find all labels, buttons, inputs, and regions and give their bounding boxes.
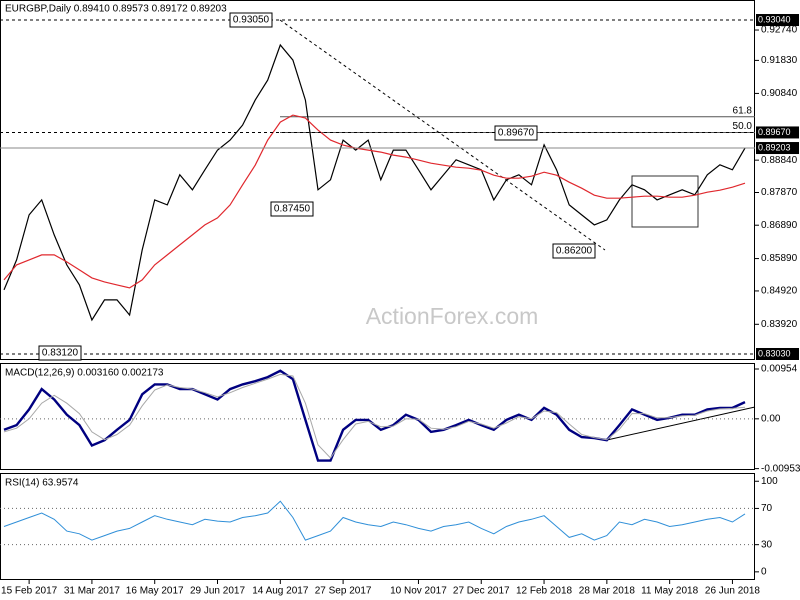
price-box <box>756 126 799 139</box>
panel-title: MACD(12,26,9) 0.003160 0.002173 <box>5 368 164 379</box>
panel-title: EURGBP,Daily 0.89410 0.89573 0.89172 0.8… <box>5 4 227 15</box>
macd-trend-line <box>606 406 756 441</box>
y-tick-label: 0.86890 <box>761 220 798 231</box>
price-box-label: 0.89203 <box>758 142 791 152</box>
x-tick-label: 12 Feb 2018 <box>516 586 573 597</box>
price-box-label: 0.93040 <box>758 14 791 24</box>
y-tick-label: 0.92740 <box>761 25 798 36</box>
annotation-box <box>229 12 273 28</box>
x-tick-label: 10 Nov 2017 <box>390 586 447 597</box>
y-tick-label: 0.90840 <box>761 88 798 99</box>
annotation: 0.89670 <box>498 128 535 139</box>
annotation: 0.87450 <box>274 204 311 215</box>
series-line <box>3 43 746 322</box>
macd-panel <box>0 363 755 470</box>
annotation: 0.83120 <box>42 348 79 359</box>
y-tick-label: 0 <box>761 566 767 577</box>
y-tick-label: 0.85890 <box>761 253 798 264</box>
annotation-box <box>270 201 314 217</box>
y-tick-label: 30 <box>761 539 773 550</box>
annotation: 0.86200 <box>556 246 593 257</box>
y-tick-label: 0.83920 <box>761 319 798 330</box>
series-line <box>3 500 746 541</box>
series-line <box>3 369 746 462</box>
annotation: 0.93050 <box>233 15 270 26</box>
y-tick-label: 0.00 <box>761 413 781 424</box>
y-tick-label: 0.87870 <box>761 187 798 198</box>
x-tick-label: 27 Sep 2017 <box>315 586 372 597</box>
y-tick-label: 0.00954 <box>761 364 798 375</box>
x-tick-label: 29 Jun 2017 <box>190 586 245 597</box>
watermark: ActionForex.com <box>366 303 539 329</box>
channel-box <box>631 175 699 228</box>
x-tick-label: 16 May 2017 <box>126 586 184 597</box>
y-tick-label: 0.91830 <box>761 55 798 66</box>
rsi-panel <box>0 473 755 580</box>
price-panel <box>0 0 755 360</box>
y-tick-label: 70 <box>761 503 773 514</box>
fib-label: 50.0 <box>733 121 753 132</box>
trend-line <box>279 19 606 251</box>
y-tick-label: 100 <box>761 476 778 487</box>
price-box <box>756 347 799 360</box>
series-line <box>3 114 746 289</box>
price-box <box>756 14 799 27</box>
x-tick-label: 15 Feb 2017 <box>1 586 58 597</box>
x-tick-label: 14 Aug 2017 <box>252 586 309 597</box>
fib-label: 61.8 <box>733 105 753 116</box>
panel-title: RSI(14) 63.9574 <box>5 478 79 489</box>
price-box <box>756 142 799 155</box>
price-box-label: 0.83030 <box>758 348 791 358</box>
x-tick-label: 26 Jun 2018 <box>705 586 760 597</box>
annotation-box <box>552 243 596 259</box>
price-box-label: 0.89670 <box>758 127 791 137</box>
annotation-box <box>38 345 82 361</box>
x-tick-label: 28 Mar 2018 <box>579 586 636 597</box>
series-line <box>3 373 746 459</box>
y-tick-label: 0.88840 <box>761 155 798 166</box>
x-tick-label: 31 Mar 2017 <box>64 586 121 597</box>
x-tick-label: 11 May 2018 <box>641 586 699 597</box>
x-tick-label: 27 Dec 2017 <box>453 586 510 597</box>
y-tick-label: 0.84920 <box>761 286 798 297</box>
y-tick-label: -0.009538 <box>761 463 800 474</box>
annotation-box <box>494 125 538 141</box>
